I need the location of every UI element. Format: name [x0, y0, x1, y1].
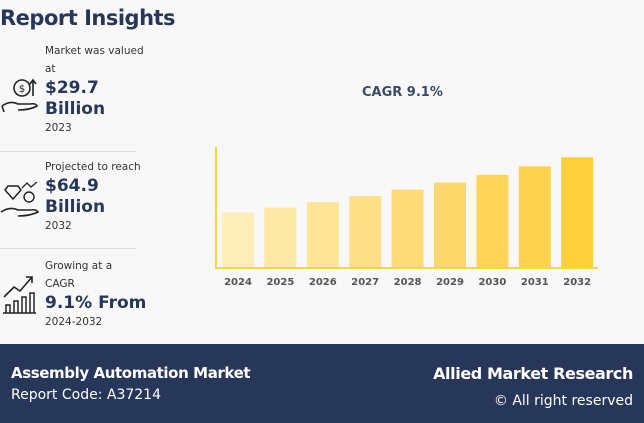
copyright: © All right reserved — [493, 393, 633, 409]
divider — [0, 248, 136, 249]
page-title: Report Insights — [0, 6, 176, 30]
bar-2027 — [349, 196, 382, 268]
x-tick-label: 2024 — [224, 277, 252, 288]
insight-card-projection: Projected to reach $64.9 Billion 2032 — [0, 158, 141, 248]
x-tick-label: 2029 — [436, 277, 464, 288]
insight-card-market-value: $ Market was valued at $29.7 Billion 202… — [0, 42, 144, 147]
insight-card-cagr: Growing at a CAGR 9.1% From 2024-2032 — [0, 257, 146, 337]
market-name: Assembly Automation Market — [11, 364, 251, 382]
report-code: Report Code: A37214 — [11, 387, 161, 403]
x-tick-label: 2028 — [394, 277, 422, 288]
bar-2028 — [391, 189, 424, 268]
bar-2029 — [434, 182, 466, 268]
x-tick-label: 2025 — [266, 277, 294, 288]
divider — [0, 151, 136, 152]
insight-period: 2023 — [45, 122, 72, 134]
bar-2024 — [222, 212, 254, 268]
bar-2031 — [518, 166, 551, 268]
bar-2025 — [264, 207, 297, 268]
money-hand-icon: $ — [1, 78, 38, 113]
insight-value: $64.9 Billion — [45, 176, 106, 217]
bar-chart: 2024 2025 2026 2027 2028 2029 2030 2031 2032 — [215, 147, 598, 288]
insight-period: 2032 — [45, 220, 72, 232]
diamond-hand-icon — [0, 181, 40, 217]
bar-2032 — [561, 157, 594, 268]
insight-value: $29.7 Billion — [45, 78, 106, 119]
insight-value: 9.1% From — [45, 293, 147, 313]
insight-label: Projected to reach — [45, 161, 141, 173]
svg-text:$: $ — [19, 84, 25, 95]
x-tick-label: 2027 — [351, 277, 379, 288]
x-tick-label: 2031 — [521, 277, 549, 288]
insight-label: Growing at a CAGR — [45, 260, 113, 290]
insight-label: Market was valued at — [45, 45, 144, 75]
bar-2030 — [476, 174, 509, 268]
x-tick-label: 2032 — [563, 277, 591, 288]
x-tick-label: 2030 — [478, 277, 506, 288]
chart-title: CAGR 9.1% — [362, 85, 443, 100]
insight-period: 2024-2032 — [45, 316, 103, 328]
bar-2026 — [306, 202, 339, 268]
x-tick-label: 2026 — [309, 277, 337, 288]
footer: Assembly Automation Market Report Code: … — [0, 344, 644, 423]
brand-name: Allied Market Research — [433, 364, 633, 383]
growth-chart-icon — [3, 276, 36, 314]
